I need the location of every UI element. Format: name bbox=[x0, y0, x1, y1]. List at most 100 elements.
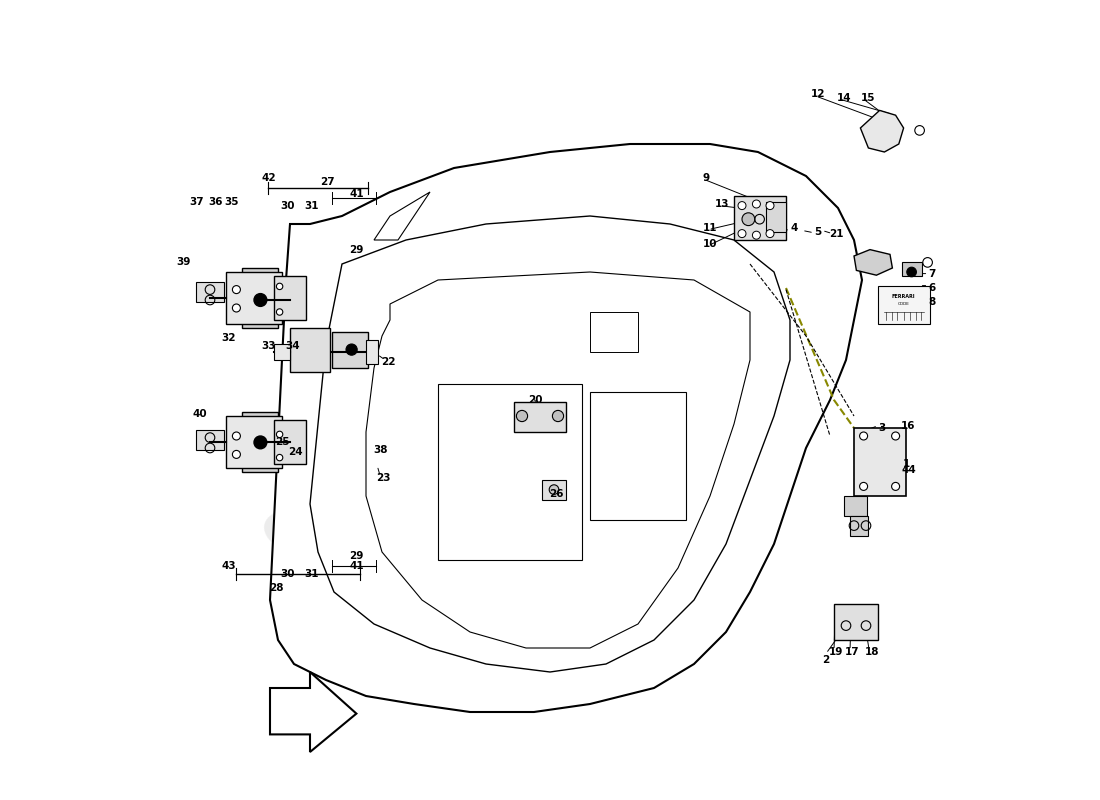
Bar bbox=[845, 496, 867, 516]
Text: 35: 35 bbox=[224, 197, 239, 206]
Bar bbox=[514, 402, 566, 432]
Text: 43: 43 bbox=[221, 562, 235, 571]
Circle shape bbox=[923, 258, 933, 267]
Text: 39: 39 bbox=[176, 258, 190, 267]
Circle shape bbox=[516, 410, 528, 422]
Bar bbox=[274, 344, 290, 360]
Circle shape bbox=[892, 482, 900, 490]
Circle shape bbox=[742, 213, 755, 226]
Bar bbox=[196, 282, 223, 302]
Text: 11: 11 bbox=[703, 223, 717, 233]
Circle shape bbox=[254, 294, 267, 306]
Bar bbox=[332, 332, 368, 368]
Circle shape bbox=[766, 202, 774, 210]
Bar bbox=[590, 312, 638, 352]
Text: 30: 30 bbox=[280, 570, 295, 579]
Bar bbox=[274, 276, 306, 320]
Circle shape bbox=[276, 431, 283, 438]
Circle shape bbox=[738, 202, 746, 210]
Bar bbox=[226, 272, 282, 324]
Text: 13: 13 bbox=[715, 199, 729, 209]
Text: 9: 9 bbox=[703, 173, 710, 182]
Text: 34: 34 bbox=[285, 341, 299, 350]
Text: 10: 10 bbox=[703, 239, 717, 249]
Text: 7: 7 bbox=[928, 269, 936, 278]
Bar bbox=[878, 286, 930, 324]
Bar bbox=[734, 196, 786, 240]
Text: 29: 29 bbox=[349, 551, 364, 561]
Circle shape bbox=[232, 450, 241, 458]
Text: europeparts: europeparts bbox=[251, 321, 609, 559]
Circle shape bbox=[232, 432, 241, 440]
Bar bbox=[242, 268, 278, 328]
Text: a passion for parts: a passion for parts bbox=[460, 476, 720, 644]
Bar bbox=[850, 516, 868, 536]
Circle shape bbox=[552, 410, 563, 422]
Text: 5: 5 bbox=[814, 227, 822, 237]
Text: 15: 15 bbox=[861, 93, 876, 102]
Bar bbox=[242, 412, 278, 472]
Circle shape bbox=[276, 309, 283, 315]
Polygon shape bbox=[270, 144, 862, 712]
Circle shape bbox=[892, 432, 900, 440]
Bar bbox=[542, 480, 566, 500]
Text: 2: 2 bbox=[823, 655, 829, 665]
Text: 38: 38 bbox=[373, 445, 387, 454]
Circle shape bbox=[906, 267, 916, 277]
Text: 32: 32 bbox=[221, 333, 235, 342]
Text: CODE: CODE bbox=[898, 302, 910, 306]
Circle shape bbox=[738, 230, 746, 238]
Bar bbox=[226, 416, 282, 468]
Polygon shape bbox=[854, 250, 892, 275]
Text: 17: 17 bbox=[845, 647, 860, 657]
Text: 36: 36 bbox=[208, 197, 223, 206]
Bar bbox=[834, 604, 878, 640]
Bar bbox=[590, 392, 686, 520]
Bar bbox=[196, 430, 223, 450]
Circle shape bbox=[549, 485, 559, 494]
Text: 28: 28 bbox=[270, 583, 284, 593]
Text: 20: 20 bbox=[528, 395, 542, 405]
Text: 23: 23 bbox=[376, 474, 390, 483]
Text: 44: 44 bbox=[901, 466, 916, 475]
Text: 25: 25 bbox=[275, 437, 290, 446]
Text: 27: 27 bbox=[320, 178, 334, 187]
Text: 21: 21 bbox=[829, 229, 844, 238]
Text: 42: 42 bbox=[261, 173, 276, 182]
Circle shape bbox=[254, 436, 267, 449]
Text: 18: 18 bbox=[865, 647, 879, 657]
Text: 3: 3 bbox=[879, 423, 886, 433]
Text: FERRARI: FERRARI bbox=[892, 294, 915, 298]
Circle shape bbox=[346, 344, 358, 355]
Circle shape bbox=[276, 283, 283, 290]
Text: 41: 41 bbox=[349, 562, 364, 571]
Text: 26: 26 bbox=[549, 490, 563, 499]
Polygon shape bbox=[270, 672, 356, 752]
Text: 8: 8 bbox=[928, 298, 936, 307]
Bar bbox=[274, 420, 306, 464]
Text: 40: 40 bbox=[192, 410, 207, 419]
Bar bbox=[902, 262, 922, 276]
Text: 16: 16 bbox=[901, 421, 915, 430]
Circle shape bbox=[752, 200, 760, 208]
Text: 30: 30 bbox=[280, 202, 295, 211]
Circle shape bbox=[859, 482, 868, 490]
Text: 1: 1 bbox=[902, 459, 910, 469]
Circle shape bbox=[276, 454, 283, 461]
Text: 12: 12 bbox=[811, 90, 825, 99]
Bar bbox=[438, 384, 582, 560]
Circle shape bbox=[752, 231, 760, 239]
Circle shape bbox=[232, 304, 241, 312]
Text: 31: 31 bbox=[305, 570, 319, 579]
Circle shape bbox=[859, 432, 868, 440]
Text: 14: 14 bbox=[837, 93, 851, 102]
Text: 24: 24 bbox=[288, 447, 302, 457]
Bar bbox=[366, 340, 378, 364]
Text: 4: 4 bbox=[790, 223, 798, 233]
Text: 22: 22 bbox=[381, 357, 396, 366]
Circle shape bbox=[766, 230, 774, 238]
Polygon shape bbox=[860, 110, 903, 152]
Text: 6: 6 bbox=[928, 283, 936, 293]
Text: 29: 29 bbox=[349, 245, 364, 254]
Text: 37: 37 bbox=[189, 197, 204, 206]
